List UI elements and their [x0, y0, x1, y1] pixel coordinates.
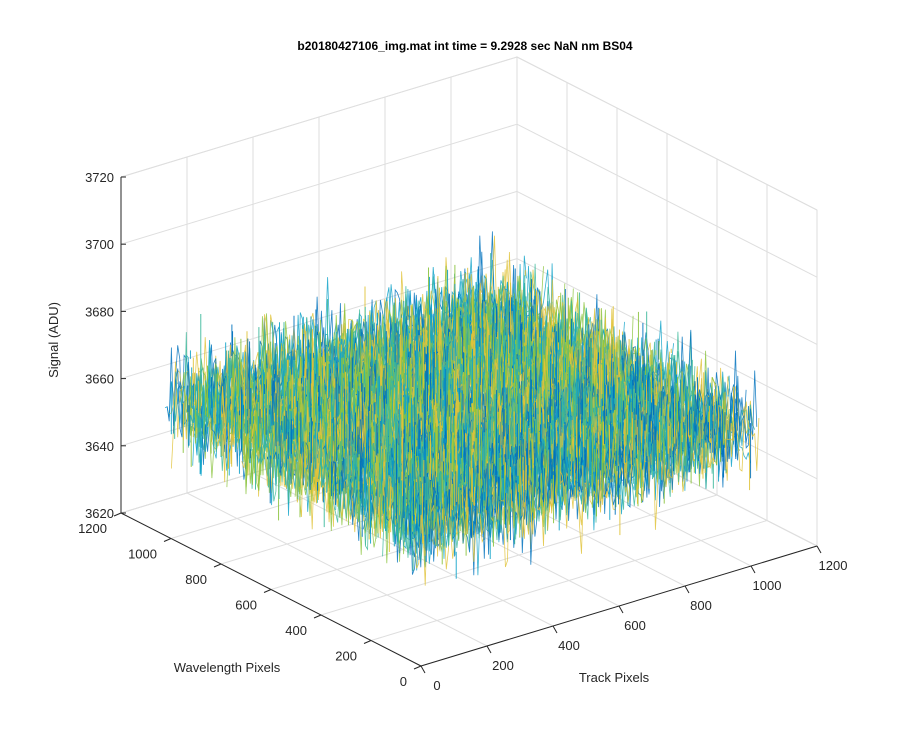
grid-line: [370, 520, 768, 641]
x-tick: [486, 645, 492, 654]
grid-line: [516, 56, 818, 211]
x-tick: [816, 545, 822, 554]
x-tick: [420, 665, 426, 674]
x-tick: [684, 585, 690, 594]
grid-line: [120, 123, 518, 245]
z-tick-label: 3700: [85, 237, 114, 252]
y-tick-label: 800: [185, 572, 207, 587]
surface-data: [164, 231, 760, 586]
y-tick: [413, 665, 422, 670]
grid-line: [516, 258, 818, 413]
x-tick-label: 200: [492, 658, 514, 673]
x-tick-label: 1000: [753, 578, 782, 593]
z-axis-label: Signal (ADU): [46, 302, 61, 378]
z-tick-label: 3660: [85, 372, 114, 387]
x-tick-label: 1200: [819, 558, 848, 573]
z-tick-label: 3680: [85, 304, 114, 319]
y-tick-label: 400: [285, 623, 307, 638]
axes-lines: [113, 176, 822, 674]
y-tick-label: 1200: [78, 521, 107, 536]
grid-line: [120, 56, 518, 178]
y-tick-label: 200: [335, 649, 357, 664]
grid-line: [516, 190, 818, 345]
y-tick-label: 0: [400, 674, 407, 689]
z-tick-label: 3620: [85, 506, 114, 521]
x-tick: [618, 605, 624, 614]
y-tick: [113, 512, 122, 517]
x-axis-label: Track Pixels: [579, 670, 650, 685]
x-tick-label: 0: [433, 678, 440, 693]
grid-line: [320, 494, 718, 616]
x-tick-label: 600: [624, 618, 646, 633]
y-tick: [213, 563, 222, 568]
y-tick: [163, 538, 172, 542]
x-tick: [552, 625, 558, 634]
x-tick: [750, 565, 756, 574]
tick-labels: 0 200 400 600 800 1000 1200 0 200 400 600 800 1000 12…: [78, 170, 847, 693]
grid-line: [516, 123, 818, 278]
z-tick-label: 3720: [85, 170, 114, 185]
y-tick-label: 1000: [128, 547, 157, 562]
y-tick: [363, 640, 372, 644]
grid-line: [120, 190, 518, 312]
y-tick: [263, 589, 272, 593]
y-tick-label: 600: [235, 598, 257, 613]
x-tick-label: 800: [690, 598, 712, 613]
surface-row: [412, 392, 751, 571]
x-tick-label: 400: [558, 638, 580, 653]
z-tick-label: 3640: [85, 439, 114, 454]
y-axis-label: Wavelength Pixels: [174, 660, 281, 675]
y-tick: [313, 614, 322, 619]
chart-title: b20180427106_img.mat int time = 9.2928 s…: [297, 39, 633, 53]
